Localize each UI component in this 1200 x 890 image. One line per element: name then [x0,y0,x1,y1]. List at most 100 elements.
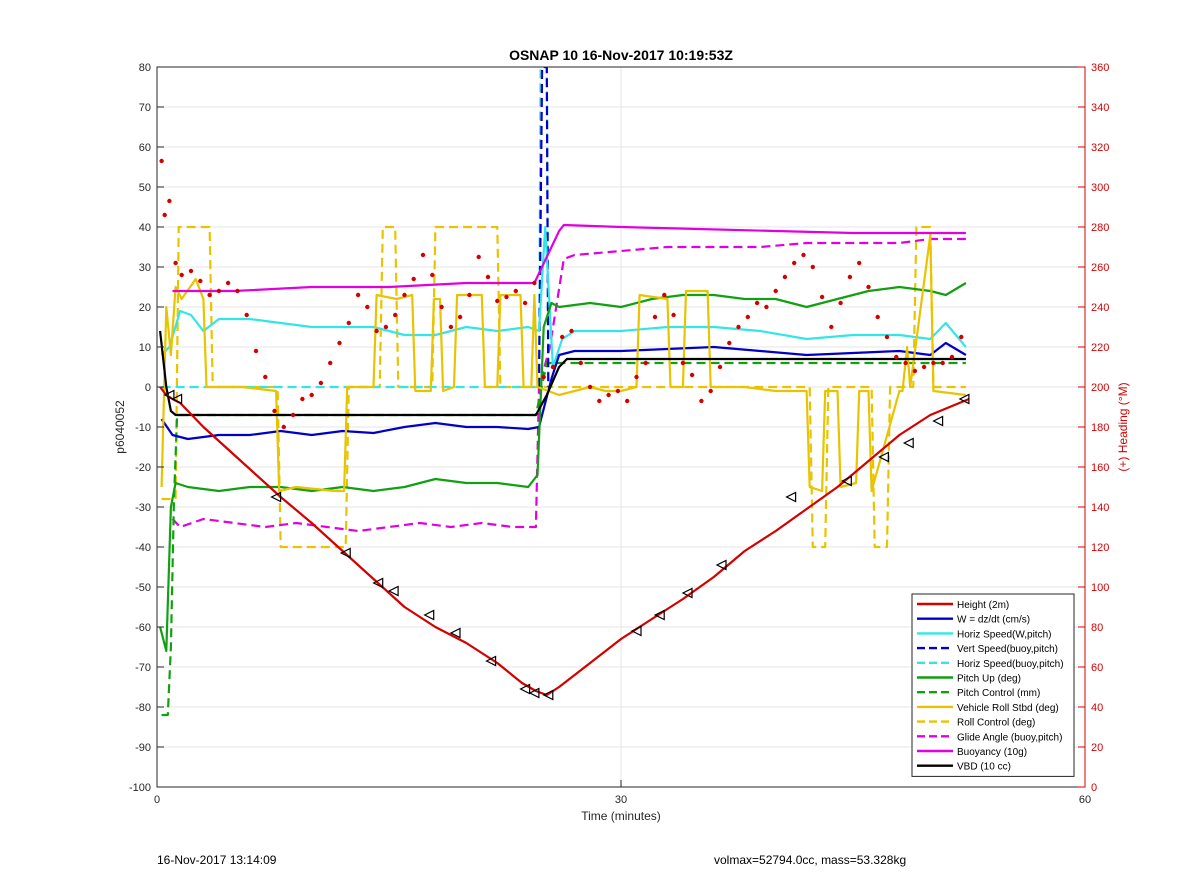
series-line-10 [172,223,966,293]
series-line-3 [537,67,550,388]
legend-label: VBD (10 cc) [957,762,1011,773]
series-line-7 [160,233,967,493]
heading-dot [569,328,574,334]
y-tick-label: 40 [139,222,151,234]
heading-dot [198,278,203,284]
heading-dot [819,294,825,300]
height-marker [653,609,665,621]
heading-dot [875,314,880,320]
height-marker [902,437,914,449]
x-tick-label: 60 [1079,794,1091,806]
heading-dot [476,254,481,260]
y2-tick-label: 360 [1091,62,1109,74]
height-marker [449,627,461,639]
heading-dot [894,354,899,360]
heading-dot [244,312,249,318]
height-marker [171,393,183,405]
heading-dot [439,304,444,310]
heading-dot [253,348,259,354]
y2-tick-label: 260 [1091,262,1109,274]
legend-label: Roll Control (deg) [957,718,1035,729]
heading-dot [652,314,658,320]
series-line-1 [160,341,967,441]
heading-dot [754,300,760,306]
heading-dot [782,274,788,280]
heading-dot [736,324,741,330]
heading-dot [884,334,890,340]
heading-dot [207,292,212,298]
y2-tick-label: 320 [1091,142,1109,154]
y-tick-label: -80 [135,702,151,714]
heading-dot [717,364,723,370]
heading-dot [857,260,862,266]
height-marker [878,451,890,463]
y2-tick-label: 340 [1091,102,1109,114]
heading-dot [792,260,797,266]
heading-dot [727,340,732,346]
height-marker [485,655,497,667]
heading-dot [931,360,936,366]
height-marker [372,577,384,589]
heading-dot [940,360,945,366]
heading-dot [597,398,602,404]
heading-dot [680,360,686,366]
height-marker [715,559,727,571]
heading-dot [467,292,472,298]
heading-dot [578,360,583,366]
heading-dot [829,324,834,330]
y-tick-label: 80 [139,62,151,74]
heading-dot [643,360,648,366]
heading-dot [921,364,927,370]
y2-tick-label: 20 [1091,742,1103,754]
height-marker [840,475,852,487]
heading-dot [457,314,463,320]
series-line-2 [160,225,967,369]
heading-dot [383,324,389,330]
y-tick-label: -20 [135,462,151,474]
heading-dot [541,374,546,380]
y2-tick-label: 300 [1091,182,1109,194]
y2-tick-label: 180 [1091,422,1109,434]
heading-dot [745,314,750,320]
y2-tick-label: 0 [1091,782,1097,794]
y-tick-label: 50 [139,182,151,194]
height-marker [785,491,797,503]
legend-label: Buoyancy (10g) [957,747,1027,758]
heading-dot [606,392,611,398]
heading-dot [560,334,565,340]
y-axis-label: p6040052 [113,400,127,454]
heading-dot [374,328,379,334]
legend-label: Horiz Speed(W,pitch) [957,629,1051,640]
y-tick-label: -50 [135,582,151,594]
y-tick-label: -70 [135,662,151,674]
x-axis-label: Time (minutes) [581,809,661,823]
height-marker [528,687,540,699]
heading-dot [708,388,713,394]
height-marker [932,415,944,427]
legend-label: Glide Angle (buoy,pitch) [957,732,1062,743]
y-tick-label: 60 [139,142,151,154]
legend-label: Pitch Control (mm) [957,688,1040,699]
y2-tick-label: 160 [1091,462,1109,474]
y-tick-label: 10 [139,342,151,354]
heading-dot [838,300,843,306]
y-tick-label: 70 [139,102,151,114]
heading-dot [173,260,178,266]
legend-label: Horiz Speed(buoy,pitch) [957,659,1064,670]
y-tick-label: -40 [135,542,151,554]
legend-label: Vert Speed(buoy,pitch) [957,644,1058,655]
height-marker [958,393,970,405]
y2-tick-label: 120 [1091,542,1109,554]
height-marker [681,587,693,599]
heading-dot [866,284,871,290]
heading-dot [550,364,556,370]
heading-dot [662,292,667,298]
heading-dot [300,396,305,402]
y-tick-label: -60 [135,622,151,634]
heading-dot [634,374,639,380]
heading-dot [912,368,918,374]
y2-tick-label: 40 [1091,702,1103,714]
heading-dot [263,374,268,380]
footer-summary: volmax=52794.0cc, mass=53.328kg [714,853,907,867]
heading-dot [689,372,695,378]
